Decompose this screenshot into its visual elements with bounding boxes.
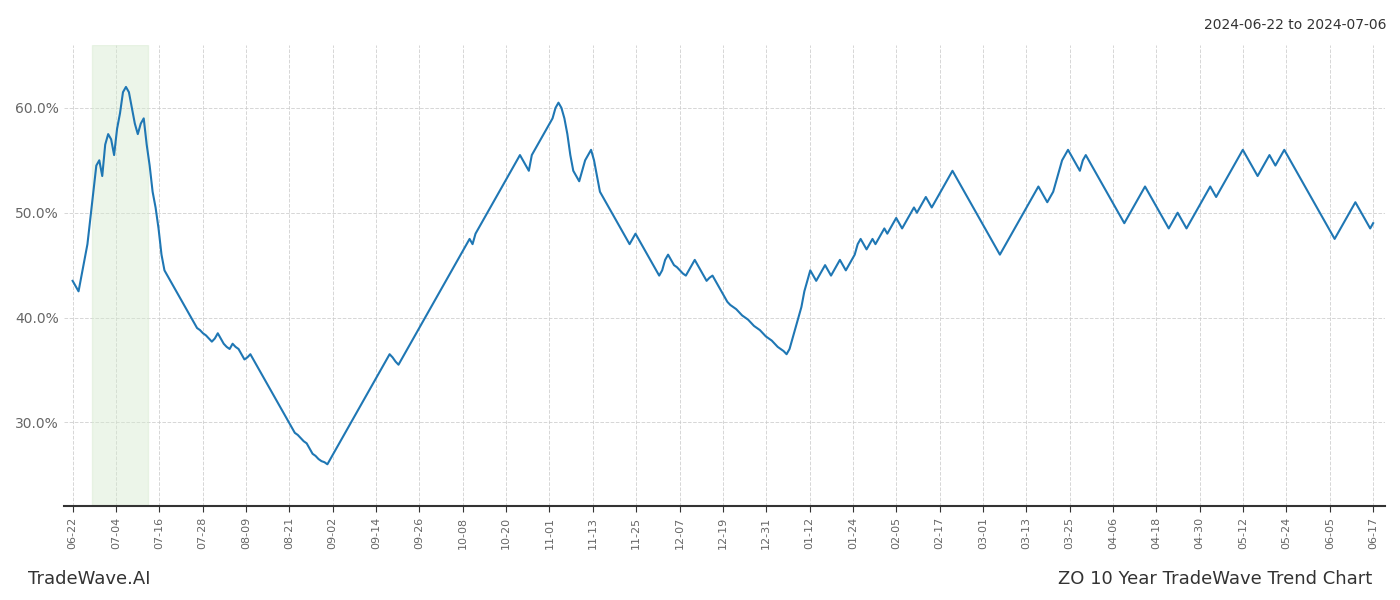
Text: TradeWave.AI: TradeWave.AI: [28, 570, 151, 588]
Bar: [92, 45, 148, 506]
Text: 2024-06-22 to 2024-07-06: 2024-06-22 to 2024-07-06: [1204, 18, 1386, 32]
Text: ZO 10 Year TradeWave Trend Chart: ZO 10 Year TradeWave Trend Chart: [1058, 570, 1372, 588]
